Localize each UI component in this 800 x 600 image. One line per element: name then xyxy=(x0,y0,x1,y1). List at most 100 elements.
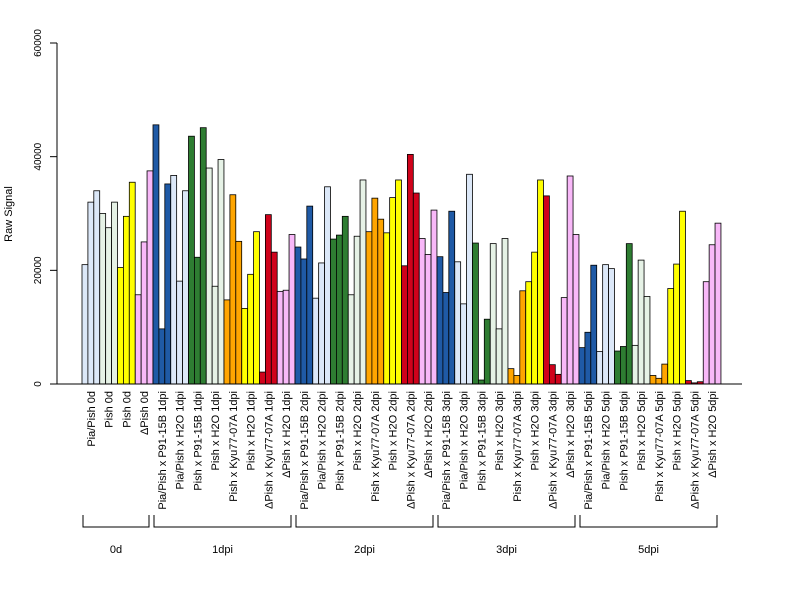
bar xyxy=(489,243,497,385)
bar xyxy=(324,186,331,385)
bar xyxy=(140,241,148,385)
bar xyxy=(637,259,645,385)
category-label: Pish x P91-15B 2dpi xyxy=(334,391,346,491)
bar xyxy=(649,375,657,385)
bar xyxy=(667,288,675,385)
bars xyxy=(81,124,722,385)
bar xyxy=(442,292,450,385)
category-label: Pia/Pish 0d xyxy=(86,391,98,447)
bar xyxy=(312,297,320,385)
bar xyxy=(158,328,166,385)
category-label: Pish 0d xyxy=(121,391,133,428)
category-label: Pish x Kyu77-07A 2dpi xyxy=(370,391,382,502)
category-label: Pia/Pish x P91-15B 1dpi xyxy=(157,391,169,510)
bar xyxy=(164,183,172,385)
bar xyxy=(87,201,95,385)
bar xyxy=(205,167,213,385)
bar xyxy=(655,377,663,385)
bar xyxy=(679,210,686,385)
bar xyxy=(152,124,160,385)
category-label: Pish x H2O 1dpi xyxy=(246,391,258,470)
bar xyxy=(199,127,207,385)
bar xyxy=(685,380,692,385)
bar xyxy=(300,258,308,385)
bar xyxy=(596,351,604,385)
bar xyxy=(117,267,124,385)
bar xyxy=(578,347,586,385)
bar xyxy=(193,256,201,385)
bar xyxy=(270,251,278,385)
bar xyxy=(235,240,243,385)
bar xyxy=(543,195,550,385)
group-bracket xyxy=(437,515,576,528)
bar xyxy=(335,234,343,385)
bar xyxy=(501,238,509,385)
bar xyxy=(673,263,680,385)
category-label: Pia/Pish x H2O 1dpi xyxy=(175,391,187,489)
bar xyxy=(264,214,272,385)
bar xyxy=(111,201,118,385)
bar xyxy=(371,197,379,385)
category-label: Pia/Pish x H2O 2dpi xyxy=(317,391,329,489)
bar xyxy=(176,280,183,385)
bar xyxy=(602,264,609,385)
category-label: ΔPish x H2O 3dpi xyxy=(565,391,577,478)
bar xyxy=(330,238,337,385)
category-label: Pish x P91-15B 1dpi xyxy=(192,391,204,491)
group-label: 2dpi xyxy=(354,544,375,556)
y-tick-label: 40000 xyxy=(33,142,44,170)
bar xyxy=(454,261,462,385)
bar xyxy=(105,227,112,385)
category-label: Pia/Pish x P91-15B 3dpi xyxy=(441,391,453,510)
category-label: Pish x P91-15B 3dpi xyxy=(476,391,488,491)
group-label: 1dpi xyxy=(212,544,233,556)
bar xyxy=(412,192,420,385)
category-label: Pia/Pish x P91-15B 2dpi xyxy=(299,391,311,510)
bar xyxy=(631,344,639,385)
bar xyxy=(401,265,408,385)
bar xyxy=(383,232,391,385)
bar xyxy=(483,318,491,385)
bar xyxy=(702,281,710,385)
category-label: Pish x H2O 1dpi xyxy=(210,391,222,470)
category-label: ΔPish 0d xyxy=(139,391,151,435)
category-label: Pia/Pish x P91-15B 5dpi xyxy=(583,391,595,510)
category-label: Pish x H2O 5dpi xyxy=(672,391,684,470)
bar xyxy=(253,231,260,385)
bar xyxy=(537,179,544,385)
bar xyxy=(418,238,426,385)
y-axis-label: Raw Signal xyxy=(3,186,15,242)
category-labels: Pia/Pish 0d Pish 0d Pish 0d ΔPish 0d Pia/Pis… xyxy=(86,391,719,510)
group-label: 3dpi xyxy=(496,544,517,556)
bar xyxy=(211,285,219,385)
bar xyxy=(247,273,254,385)
bar xyxy=(306,205,314,385)
category-label: ΔPish x H2O 2dpi xyxy=(423,391,435,478)
bar xyxy=(608,268,615,385)
bar xyxy=(466,173,473,385)
category-label: ΔPish x Kyu77-07A 3dpi xyxy=(547,391,559,509)
bar xyxy=(625,243,633,385)
bar xyxy=(365,231,373,385)
group-label: 0d xyxy=(110,544,122,556)
y-tick-label: 0 xyxy=(33,381,44,387)
category-label: ΔPish x H2O 1dpi xyxy=(281,391,293,478)
bar xyxy=(347,294,355,385)
bar xyxy=(99,213,107,385)
bar xyxy=(584,331,592,385)
category-label: Pia/Pish x H2O 3dpi xyxy=(459,391,471,489)
group-bracket xyxy=(295,515,434,528)
category-label: Pish x P91-15B 5dpi xyxy=(618,391,630,491)
bar xyxy=(495,328,503,385)
bar xyxy=(241,308,249,385)
bar xyxy=(430,209,438,385)
category-label: Pish x Kyu77-07A 5dpi xyxy=(654,391,666,502)
group-bracket xyxy=(82,515,150,528)
bar xyxy=(134,294,142,385)
bar xyxy=(389,197,396,385)
category-label: Pish x H2O 2dpi xyxy=(352,391,364,470)
bar xyxy=(288,234,296,385)
bar xyxy=(590,264,598,385)
category-label: ΔPish x Kyu77-07A 2dpi xyxy=(405,391,417,509)
category-label: Pish 0d xyxy=(104,391,116,428)
